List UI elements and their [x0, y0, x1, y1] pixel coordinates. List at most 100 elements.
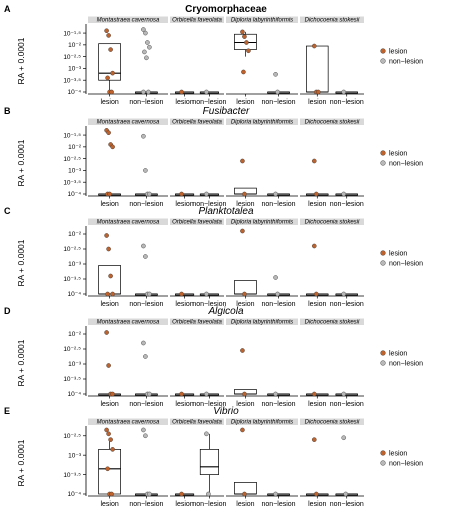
box-body [98, 43, 121, 81]
non-lesion-point [147, 291, 152, 297]
y-tick-label: 10⁻³·⁵ [63, 179, 81, 186]
non-lesion-point [204, 391, 209, 397]
non-lesion-point [141, 243, 146, 249]
x-tick-label: lesion [236, 501, 254, 508]
non-lesion-point [341, 435, 347, 441]
lesion-point [105, 466, 110, 472]
y-tick-label: 10⁻²·⁵ [63, 246, 81, 253]
facet-strip [226, 16, 298, 23]
non-lesion-point [204, 431, 209, 437]
non-lesion-point [273, 72, 278, 77]
panel-letter: B [4, 106, 11, 116]
x-tick-label: non−lesion [192, 201, 226, 208]
legend-label: lesion [389, 48, 407, 55]
panel-title: Planktotalea [198, 206, 253, 217]
y-tick-label: 10⁻¹·⁵ [63, 30, 81, 37]
lesion-point [106, 33, 111, 38]
facet-strip-label: Dichocoenia stokesii [305, 220, 360, 226]
non-lesion-point [147, 191, 152, 197]
facet-strip-label: Orbicella faveolata [172, 220, 222, 226]
lesion-point [109, 491, 114, 497]
x-tick-label: non−lesion [262, 501, 296, 508]
x-tick-label: non−lesion [192, 501, 226, 508]
y-tick-label: 10⁻⁴ [68, 491, 82, 498]
lesion-point [246, 48, 251, 54]
lesion-point [104, 28, 109, 34]
non-lesion-point [143, 433, 148, 439]
box-body [199, 449, 219, 475]
legend-swatch [380, 260, 386, 266]
x-tick-label: lesion [175, 201, 193, 208]
x-tick-label: lesion [236, 401, 254, 408]
panel-d: D Algicola RA + 0.0001 10⁻⁴ 10⁻³·⁵ 10⁻³ 10⁻²·⁵… [4, 306, 423, 408]
lesion-point [311, 243, 317, 249]
lesion-point [105, 291, 110, 297]
x-tick-label: non−lesion [330, 201, 364, 208]
non-lesion-point [341, 291, 347, 297]
facet-strip-label: Diploria labyrinthiformis [231, 18, 293, 24]
panel-title: Fusibacter [203, 106, 250, 117]
lesion-point [106, 363, 111, 368]
panel-title: Vibrio [213, 406, 239, 417]
non-lesion-point [204, 89, 209, 95]
lesion-point [240, 228, 245, 234]
y-tick-label: 10⁻³ [68, 261, 82, 268]
box-body [98, 449, 121, 495]
facet-strip-label: Orbicella faveolata [172, 420, 222, 426]
y-tick-label: 10⁻² [68, 331, 82, 338]
y-axis-label: RA + 0.0001 [16, 139, 26, 186]
lesion-point [104, 427, 109, 433]
facet-strip-label: Montastraea cavernosa [97, 420, 160, 426]
facet-strip [300, 418, 364, 425]
non-lesion-point [273, 391, 278, 397]
lesion-point [240, 158, 245, 164]
legend-swatch [380, 450, 386, 456]
facet-strip-label: Diploria labyrinthiformis [231, 220, 293, 226]
lesion-point [179, 89, 184, 95]
lesion-point [242, 491, 247, 497]
facet-strip [300, 318, 364, 325]
y-tick-label: 10⁻³ [68, 168, 82, 175]
lesion-point [311, 43, 317, 49]
lesion-point [108, 437, 113, 442]
x-tick-label: non−lesion [192, 301, 226, 308]
box-body [98, 265, 121, 295]
panel-letter: A [4, 4, 11, 14]
facet-strip-label: Dichocoenia stokesii [305, 320, 360, 326]
y-tick-label: 10⁻⁴ [68, 291, 82, 298]
x-tick-label: non−lesion [330, 99, 364, 106]
lesion-point [242, 191, 247, 197]
facet-strip [226, 218, 298, 225]
panel-letter: E [4, 406, 10, 416]
lesion-point [315, 89, 321, 95]
x-tick-label: lesion [100, 401, 118, 408]
facet-strip [88, 418, 168, 425]
y-tick-label: 10⁻³·⁵ [63, 77, 81, 84]
facet-strip-label: Montastraea cavernosa [97, 18, 160, 24]
non-lesion-point [204, 291, 209, 297]
x-tick-label: non−lesion [129, 201, 163, 208]
lesion-point [311, 391, 317, 397]
legend-label: non−lesion [389, 260, 423, 267]
facet-strip-label: Dichocoenia stokesii [305, 120, 360, 126]
lesion-point [313, 191, 319, 197]
non-lesion-point [147, 491, 152, 497]
facet-strip [226, 118, 298, 125]
lesion-point [107, 191, 112, 197]
lesion-point [179, 191, 184, 197]
x-tick-label: lesion [308, 99, 326, 106]
x-tick-label: non−lesion [129, 501, 163, 508]
non-lesion-point [273, 275, 278, 280]
non-lesion-point [143, 168, 148, 173]
x-tick-label: lesion [236, 301, 254, 308]
non-lesion-point [273, 491, 278, 497]
facet-strip-label: Diploria labyrinthiformis [231, 120, 293, 126]
x-tick-label: lesion [236, 201, 254, 208]
y-tick-label: 10⁻⁴ [68, 391, 82, 398]
lesion-point [179, 291, 184, 297]
lesion-point [242, 34, 247, 39]
facet-strip-label: Montastraea cavernosa [97, 120, 160, 126]
y-tick-label: 10⁻²·⁵ [63, 346, 81, 353]
facet-strip-label: Dichocoenia stokesii [305, 420, 360, 426]
non-lesion-point [343, 491, 349, 497]
